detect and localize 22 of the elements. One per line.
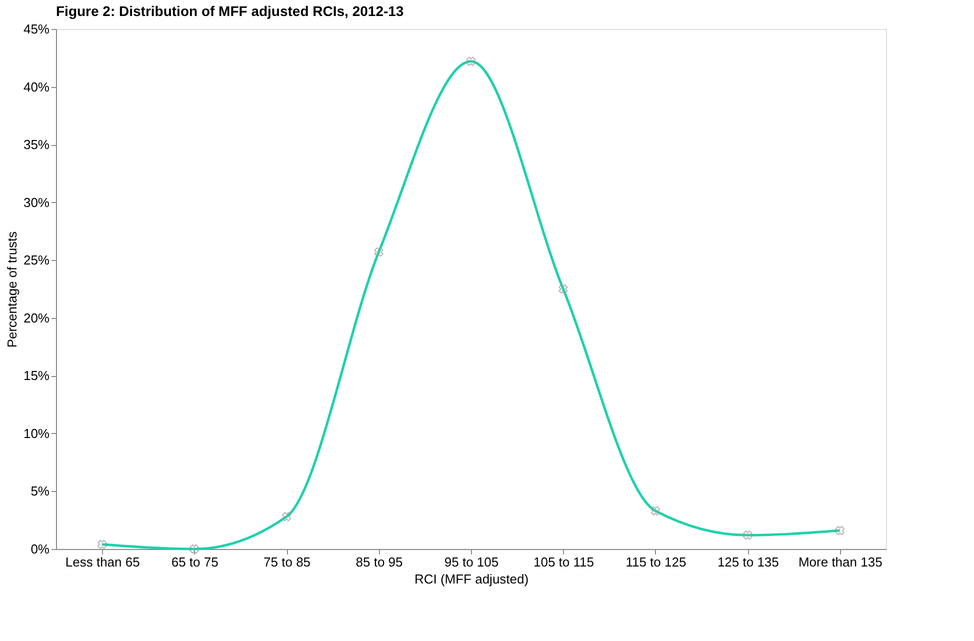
y-tick-label: 5% bbox=[30, 484, 50, 499]
y-axis-title: Percentage of trusts bbox=[4, 230, 20, 348]
x-tick-label: 65 to 75 bbox=[171, 554, 218, 570]
y-tick-label: 35% bbox=[23, 137, 50, 152]
x-tick-label: 125 to 135 bbox=[717, 554, 779, 570]
y-tick-label: 30% bbox=[23, 194, 50, 210]
x-tick-label: 95 to 105 bbox=[444, 554, 499, 570]
x-axis-title: RCI (MFF adjusted) bbox=[414, 572, 529, 586]
x-tick-label: 75 to 85 bbox=[264, 554, 311, 570]
y-tick-label: 0% bbox=[30, 542, 50, 556]
y-tick-label: 10% bbox=[23, 426, 50, 441]
x-tick-label: 85 to 95 bbox=[356, 554, 403, 570]
y-tick-label: 40% bbox=[23, 79, 50, 94]
x-tick-label: 105 to 115 bbox=[533, 554, 594, 570]
chart-title: Figure 2: Distribution of MFF adjusted RCIs, 2012-13 bbox=[56, 3, 404, 19]
y-tick-label: 25% bbox=[23, 252, 50, 268]
y-tick-label: 45% bbox=[23, 22, 50, 36]
y-tick-label: 20% bbox=[23, 310, 50, 326]
x-tick-label: More than 135 bbox=[798, 554, 882, 570]
x-tick-label: Less than 65 bbox=[65, 554, 140, 570]
y-tick-label: 15% bbox=[23, 368, 50, 384]
x-tick-label: 115 to 125 bbox=[626, 554, 686, 570]
